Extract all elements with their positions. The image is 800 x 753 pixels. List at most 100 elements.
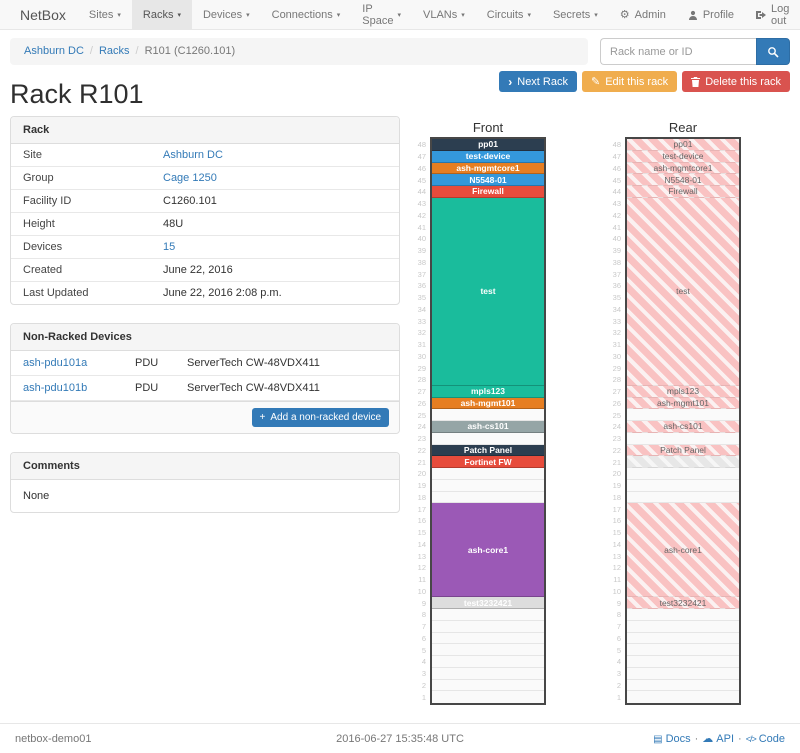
breadcrumb-link[interactable]: Racks (98, 45, 130, 57)
rack-device-front-n5548-01[interactable]: N5548-01 (432, 174, 544, 186)
footer-link-code[interactable]: </> Code (746, 733, 785, 745)
rack-device-front-ash-mgmt101[interactable]: ash-mgmt101 (432, 397, 544, 410)
unit-number: 12 (417, 563, 426, 573)
attr-value: 48U (163, 218, 184, 230)
rack-device-rear-test[interactable]: test (627, 197, 739, 386)
rack-device-label: test3232421 (463, 597, 513, 608)
nav-item-racks[interactable]: Racks ▾ (131, 0, 192, 29)
nav-item-ip-space[interactable]: IP Space ▾ (351, 0, 412, 29)
unit-number: 29 (612, 363, 621, 373)
gear-icon: ⚙ (619, 9, 630, 21)
attr-label: Facility ID (23, 195, 72, 207)
unit-number: 2 (616, 680, 621, 690)
unit-number: 9 (616, 598, 621, 608)
rack-device-rear-ash-mgmtcore1[interactable]: ash-mgmtcore1 (627, 162, 739, 175)
rack-device-front-pp01[interactable]: pp01 (432, 139, 544, 151)
add-nonracked-device-button[interactable]: + Add a non-racked device (251, 408, 389, 427)
attr-value-link[interactable]: Cage 1250 (163, 172, 217, 184)
book-icon: ▤ (653, 734, 663, 745)
rack-device-rear-test-device[interactable]: test-device (627, 150, 739, 163)
nav-item-vlans[interactable]: VLANs ▾ (412, 0, 476, 29)
breadcrumb-current: R101 (C1260.101) (144, 45, 236, 57)
hostname: netbox-demo01 (15, 732, 92, 745)
rack-slot-empty (432, 667, 544, 680)
unit-number: 10 (612, 586, 621, 596)
add-nonracked-label: Add a non-racked device (270, 412, 381, 423)
rack-slot-empty (627, 620, 739, 633)
rack-device-rear-ash-core1[interactable]: ash-core1 (627, 503, 739, 598)
nav-item-admin[interactable]: ⚙ Admin (609, 0, 677, 29)
unit-number: 7 (616, 622, 621, 632)
rack-device-rear-n5548-01[interactable]: N5548-01 (627, 174, 739, 186)
rack-device-label: test (480, 286, 496, 297)
breadcrumb-link[interactable]: Ashburn DC (24, 45, 84, 57)
rack-device-rear-ash-mgmt101[interactable]: ash-mgmt101 (627, 397, 739, 410)
nav-item-label: Secrets (552, 8, 591, 21)
rear-elevation-title: Rear (668, 120, 698, 135)
device-role-cell: PDU (135, 382, 159, 394)
search-input[interactable] (600, 38, 756, 65)
page-title: Rack R101 (10, 79, 144, 109)
rack-device-front-mpls123[interactable]: mpls123 (432, 385, 544, 398)
attr-label: Site (23, 149, 42, 161)
attr-value-link[interactable]: Ashburn DC (163, 149, 223, 161)
nav-item-circuits[interactable]: Circuits ▾ (476, 0, 542, 29)
search-icon (767, 46, 779, 58)
rack-device-front-test-device[interactable]: test-device (432, 150, 544, 163)
rack-device-rear-pp01[interactable]: pp01 (627, 139, 739, 151)
rack-device-rear-test3232421[interactable]: test3232421 (627, 597, 739, 609)
rack-device-front-ash-core1[interactable]: ash-core1 (432, 503, 544, 598)
unit-number: 41 (417, 222, 426, 232)
rack-device-front-fortinet-fw[interactable]: Fortinet FW (432, 456, 544, 468)
nav-item-devices[interactable]: Devices ▾ (192, 0, 261, 29)
rack-device-rear-patch-panel[interactable]: Patch Panel (627, 444, 739, 457)
chevron-down-icon: ▾ (117, 11, 121, 19)
unit-number: 28 (417, 375, 426, 385)
unit-number: 32 (612, 328, 621, 338)
netbox-brand[interactable]: NetBox (20, 6, 66, 23)
device-name-link[interactable]: ash-pdu101a (23, 357, 88, 369)
rack-device-front-test[interactable]: test (432, 197, 544, 386)
attr-value-link[interactable]: 15 (163, 241, 176, 253)
unit-number: 34 (612, 304, 621, 314)
unit-number: 3 (421, 669, 426, 679)
front-elevation-title: Front (472, 120, 504, 135)
nav-item-sites[interactable]: Sites ▾ (78, 0, 132, 29)
unit-number: 17 (612, 504, 621, 514)
edit-rack-button[interactable]: ✎ Edit this rack (582, 71, 678, 92)
rear-elevation: Rear 48 47 46 45 44 43 42 41 40 39 38 37 36 35 34 33 32 3… (609, 120, 741, 705)
search-button[interactable] (756, 38, 790, 65)
unit-number: 47 (612, 152, 621, 162)
chevron-down-icon: ▾ (527, 11, 531, 19)
device-model-cell: ServerTech CW-48VDX411 (187, 357, 320, 369)
rack-device-rear-firewall[interactable]: Firewall (627, 186, 739, 198)
nav-item-label: Admin (634, 8, 666, 21)
rack-device-label: ash-core1 (467, 544, 509, 555)
rack-device-label: Firewall (668, 186, 698, 197)
unit-number: 28 (612, 375, 621, 385)
device-name-link[interactable]: ash-pdu101b (23, 382, 88, 394)
unit-number: 24 (417, 422, 426, 432)
rack-device-rear-fortinet-fw[interactable] (627, 456, 739, 468)
attr-label: Group (23, 172, 54, 184)
nav-item-label: Devices (202, 8, 243, 21)
nav-item-profile[interactable]: Profile (677, 0, 745, 29)
rack-device-front-patch-panel[interactable]: Patch Panel (432, 444, 544, 457)
footer-link-docs[interactable]: ▤ Docs (653, 733, 691, 745)
unit-number: 5 (616, 645, 621, 655)
footer-link-api[interactable]: ☁ API (702, 733, 734, 745)
rack-device-front-firewall[interactable]: Firewall (432, 186, 544, 198)
unit-number: 10 (417, 586, 426, 596)
unit-number: 31 (417, 340, 426, 350)
nav-item-connections[interactable]: Connections ▾ (261, 0, 352, 29)
next-rack-button[interactable]: › Next Rack (499, 71, 577, 92)
rack-device-front-ash-mgmtcore1[interactable]: ash-mgmtcore1 (432, 162, 544, 175)
rack-device-front-test3232421[interactable]: test3232421 (432, 597, 544, 609)
nav-item-secrets[interactable]: Secrets ▾ (542, 0, 609, 29)
rack-device-rear-ash-cs101[interactable]: ash-cs101 (627, 421, 739, 433)
rack-device-front-ash-cs101[interactable]: ash-cs101 (432, 421, 544, 433)
nav-item-log-out[interactable]: Log out (745, 0, 800, 29)
rack-device-rear-mpls123[interactable]: mpls123 (627, 385, 739, 398)
delete-rack-button[interactable]: Delete this rack (682, 71, 790, 92)
device-role-cell: PDU (135, 357, 159, 369)
